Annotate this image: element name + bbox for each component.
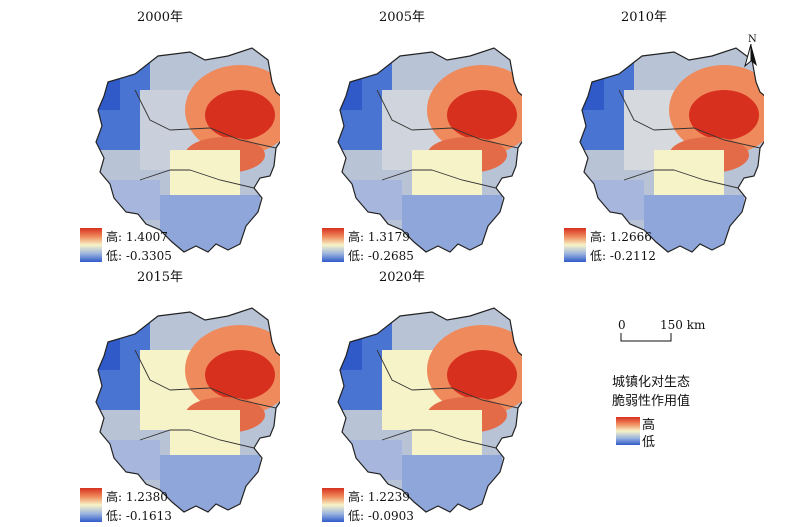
panel-year-title: 2005年 bbox=[378, 10, 426, 25]
province-outline bbox=[579, 47, 764, 253]
province-map bbox=[337, 47, 522, 253]
panel-year-title: 2010年 bbox=[620, 10, 668, 25]
region-boundaries bbox=[376, 89, 519, 189]
province-map bbox=[337, 307, 522, 513]
panel-year-title: 2000年 bbox=[136, 10, 184, 25]
key-high-label: 高 bbox=[642, 418, 656, 433]
region-boundaries bbox=[134, 89, 277, 189]
legend-high-value: 高: 1.2380 bbox=[106, 490, 168, 504]
key-low-label: 低 bbox=[642, 435, 656, 450]
map-panel-2005: 2005年 高: 1.3179 低: -0.2685 bbox=[282, 10, 522, 265]
legend-high-value: 高: 1.2239 bbox=[348, 490, 410, 504]
region-boundaries bbox=[134, 349, 277, 449]
province-outline bbox=[337, 47, 522, 253]
color-ramp bbox=[80, 488, 102, 522]
province-map bbox=[95, 307, 280, 513]
key-color-ramp bbox=[616, 417, 640, 445]
color-ramp bbox=[322, 488, 344, 522]
scale-zero-label: 0 bbox=[618, 318, 626, 332]
province-outline bbox=[337, 307, 522, 513]
map-panel-2015: 2015年 高: 1.2380 低: -0.1613 bbox=[40, 270, 280, 525]
legend-low-value: 低: -0.0903 bbox=[348, 509, 414, 523]
scale-bar-line bbox=[620, 333, 672, 342]
legend-high-value: 高: 1.4007 bbox=[106, 230, 168, 244]
province-outline bbox=[95, 47, 280, 253]
legend-low-value: 低: -0.2112 bbox=[590, 249, 656, 263]
map-panel-2020: 2020年 高: 1.2239 低: -0.0903 bbox=[282, 270, 522, 525]
legend-low-value: 低: -0.1613 bbox=[106, 509, 172, 523]
color-ramp bbox=[80, 228, 102, 262]
value-key: 城镇化对生态 脆弱性作用值 高 低 bbox=[612, 373, 691, 450]
province-map bbox=[95, 47, 280, 253]
north-arrow-icon bbox=[744, 44, 757, 68]
legend-high-value: 高: 1.3179 bbox=[348, 230, 410, 244]
scale-distance-label: 150 km bbox=[660, 318, 706, 332]
panel-year-title: 2020年 bbox=[378, 270, 426, 285]
key-title-line1: 城镇化对生态 bbox=[612, 375, 691, 390]
color-ramp bbox=[564, 228, 586, 262]
province-map bbox=[579, 47, 764, 253]
map-panel-2000: 2000年 高: 1.4007 低: -0.3305 bbox=[40, 10, 280, 265]
legend-high-value: 高: 1.2666 bbox=[590, 230, 652, 244]
panel-year-title: 2015年 bbox=[136, 270, 184, 285]
north-label: N bbox=[748, 34, 757, 45]
region-boundaries bbox=[376, 349, 519, 449]
legend-low-value: 低: -0.3305 bbox=[106, 249, 172, 263]
map-panel-2010: 2010年 高: 1.2666 低: -0.2112 bbox=[524, 10, 764, 265]
region-boundaries bbox=[618, 89, 761, 189]
province-outline bbox=[95, 307, 280, 513]
legend-low-value: 低: -0.2685 bbox=[348, 249, 414, 263]
key-title-line2: 脆弱性作用值 bbox=[612, 394, 691, 409]
color-ramp bbox=[322, 228, 344, 262]
